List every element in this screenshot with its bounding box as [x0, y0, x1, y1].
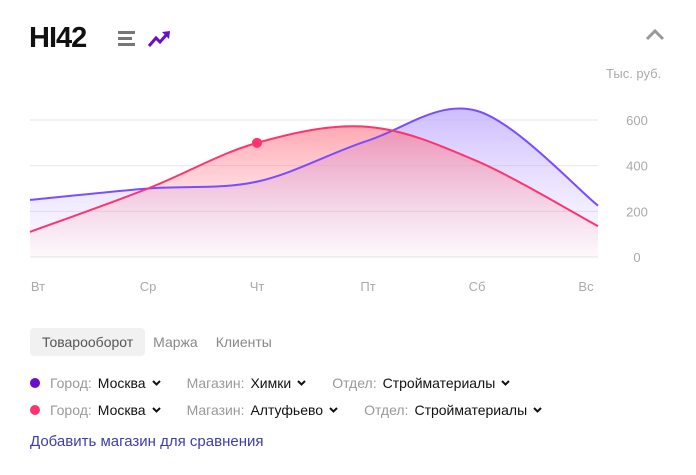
- trend-icon[interactable]: [148, 29, 172, 49]
- store-label: Магазин:: [186, 402, 245, 418]
- chevron-down-icon[interactable]: [533, 407, 542, 413]
- page-title: HI42: [29, 22, 87, 54]
- chevron-down-icon[interactable]: [151, 380, 161, 386]
- add-store-link[interactable]: Добавить магазин для сравнения: [30, 433, 264, 450]
- city-label: Город:: [50, 375, 92, 391]
- city-label: Город:: [50, 402, 92, 418]
- store-select[interactable]: Химки: [250, 375, 292, 391]
- city-select[interactable]: Москва: [97, 375, 146, 391]
- series-dot: [30, 405, 40, 415]
- chevron-up-icon[interactable]: [644, 28, 666, 42]
- chart: 0 200 400 600 Вт Ср Чт Пт Сб Вс: [29, 107, 648, 294]
- metric-tabs: Товарооборот Маржа Клиенты: [30, 328, 286, 356]
- x-tick-label: Вс: [578, 279, 594, 294]
- dept-label: Отдел:: [332, 375, 377, 391]
- y-tick-label: 0: [633, 250, 640, 265]
- y-axis-unit: Тыс. руб.: [606, 66, 662, 81]
- data-point: [252, 137, 262, 148]
- tab-turnover[interactable]: Товарооборот: [30, 328, 146, 356]
- y-tick-label: 600: [626, 113, 648, 128]
- x-tick-label: Ср: [140, 279, 157, 294]
- chevron-down-icon[interactable]: [329, 407, 338, 413]
- y-tick-label: 200: [626, 204, 648, 219]
- series-dot: [30, 378, 40, 388]
- series-line: [29, 107, 599, 207]
- x-tick-label: Чт: [250, 279, 265, 294]
- tab-margin[interactable]: Маржа: [153, 334, 198, 350]
- chevron-down-icon[interactable]: [297, 380, 306, 386]
- series-line: [29, 125, 599, 233]
- y-tick-label: 400: [626, 159, 648, 174]
- dept-select[interactable]: Стройматериалы: [414, 402, 528, 418]
- dept-select[interactable]: Стройматериалы: [382, 375, 496, 391]
- series-area: [30, 126, 598, 257]
- tab-clients[interactable]: Клиенты: [215, 334, 272, 350]
- dept-label: Отдел:: [364, 402, 409, 418]
- chevron-down-icon[interactable]: [501, 380, 510, 386]
- x-tick-label: Сб: [469, 279, 486, 294]
- store-select[interactable]: Алтуфьево: [250, 402, 324, 418]
- x-tick-label: Пт: [360, 279, 375, 294]
- menu-icon[interactable]: [118, 30, 135, 46]
- store-label: Магазин:: [186, 375, 245, 391]
- city-select[interactable]: Москва: [97, 402, 146, 418]
- x-tick-label: Вт: [31, 279, 45, 294]
- filter-row: Город: Москва Магазин: Алтуфьево Отдел: Стр…: [30, 402, 568, 418]
- chevron-down-icon[interactable]: [151, 407, 161, 413]
- filter-row: Город: Москва Магазин: Химки Отдел: Стройма…: [30, 375, 536, 391]
